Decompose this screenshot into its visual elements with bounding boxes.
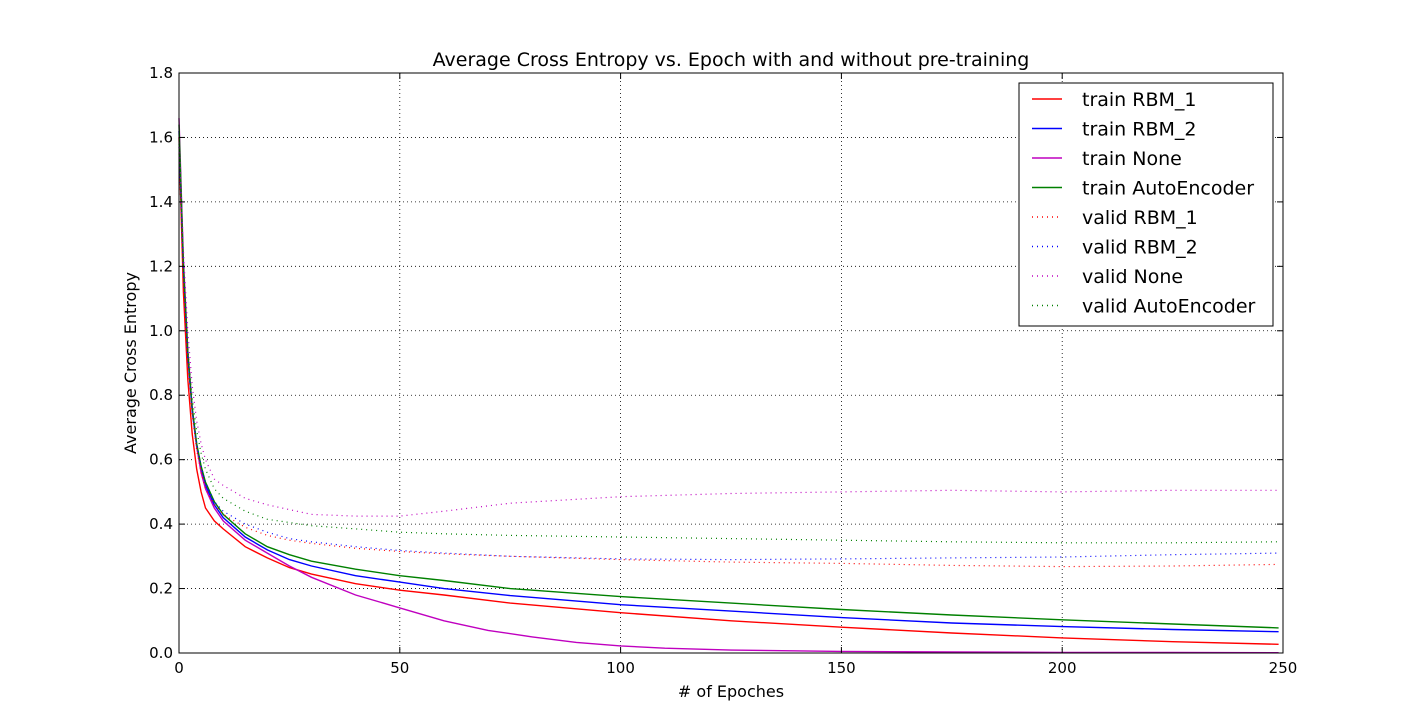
legend-label-train-autoencoder: train AutoEncoder (1082, 178, 1254, 200)
y-tick-label: 0.8 (149, 386, 173, 404)
series-line-train-rbm-1 (178, 137, 1279, 645)
legend-label-train-rbm-1: train RBM_1 (1082, 89, 1196, 111)
y-tick-label: 1.6 (149, 128, 173, 146)
y-axis-title: Average Cross Entropy (121, 272, 140, 454)
chart-title: Average Cross Entropy vs. Epoch with and… (433, 49, 1030, 71)
y-tick-label: 0.6 (149, 451, 173, 469)
y-tick-label: 1.2 (149, 257, 173, 275)
plot-frame (178, 72, 1284, 654)
series-layer (178, 118, 1279, 654)
series-line-train-none (178, 118, 1279, 654)
series-line-train-autoencoder (178, 124, 1279, 629)
legend-label-valid-rbm-2: valid RBM_2 (1082, 237, 1198, 259)
legend-label-valid-autoencoder: valid AutoEncoder (1082, 296, 1256, 318)
y-tick-label: 1.4 (149, 193, 173, 211)
y-tick-label: 0.4 (149, 515, 173, 533)
legend-box (1018, 82, 1274, 327)
legend-label-valid-rbm-1: valid RBM_1 (1082, 207, 1198, 229)
legend-label-valid-none: valid None (1082, 266, 1183, 288)
x-tick-label: 150 (827, 659, 856, 677)
x-axis: 0 50 100 150 200 250 (174, 73, 1297, 677)
legend-label-train-rbm-2: train RBM_2 (1082, 119, 1196, 141)
y-tick-label: 0.0 (149, 644, 173, 662)
x-tick-label: 200 (1048, 659, 1077, 677)
x-tick-label: 0 (174, 659, 184, 677)
y-tick-label: 1.0 (149, 322, 173, 340)
y-tick-label: 1.8 (149, 64, 173, 82)
y-tick-label: 0.2 (149, 580, 173, 598)
x-tick-label: 50 (390, 659, 409, 677)
x-tick-label: 250 (1269, 659, 1298, 677)
x-tick-label: 100 (606, 659, 635, 677)
x-axis-title: # of Epoches (678, 682, 784, 701)
y-axis: 0.0 0.2 0.4 0.6 0.8 1.0 1.2 1.4 1.6 1.8 (149, 64, 1283, 662)
legend-label-train-none: train None (1082, 148, 1182, 170)
